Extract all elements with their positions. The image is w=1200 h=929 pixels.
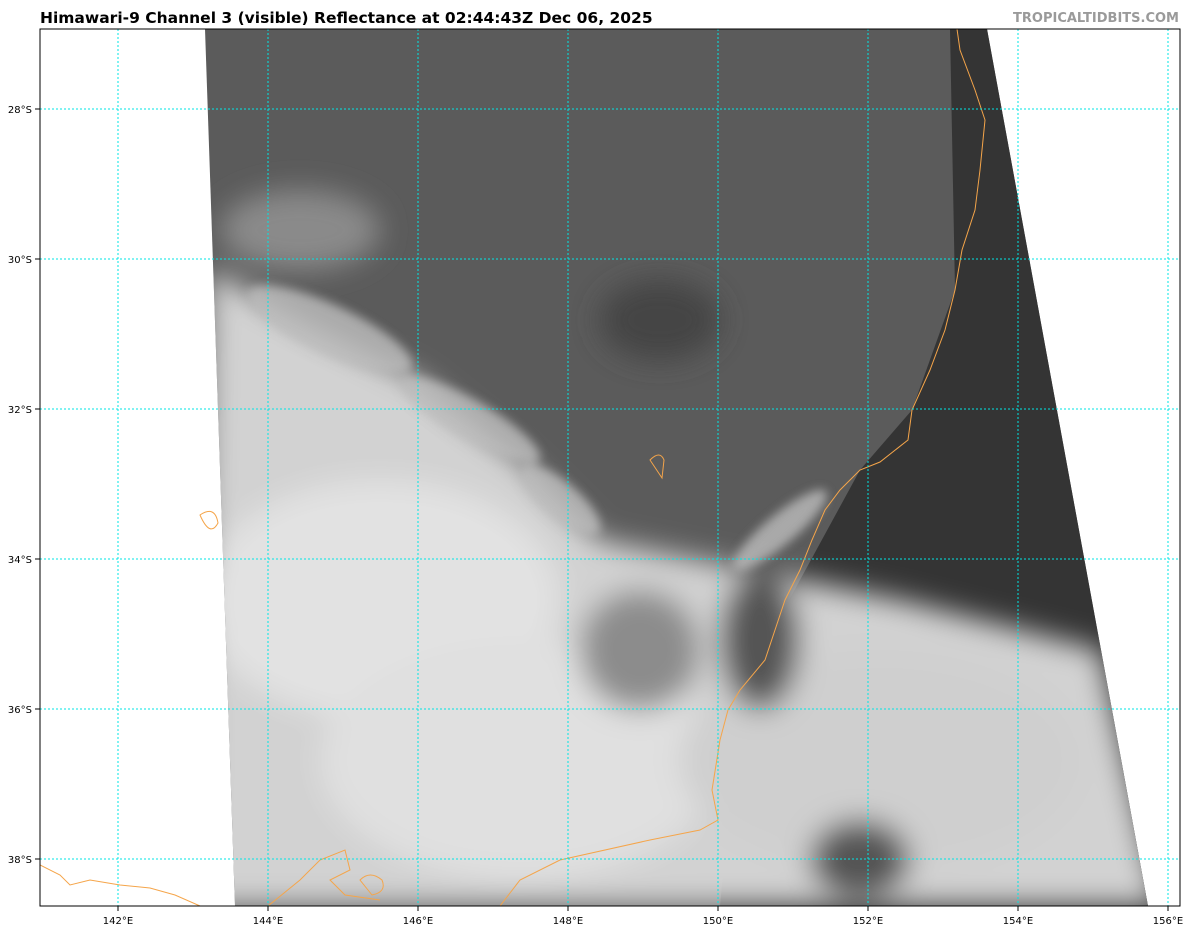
- y-tick-label: 38°S: [8, 855, 32, 866]
- y-tick-label: 30°S: [8, 255, 32, 266]
- x-tick-label: 144°E: [253, 916, 283, 927]
- x-tick-label: 150°E: [703, 916, 733, 927]
- x-tick-label: 148°E: [553, 916, 583, 927]
- coastline: [40, 29, 986, 906]
- x-tick-label: 154°E: [1003, 916, 1033, 927]
- watermark: TROPICALTIDBITS.COM: [1013, 11, 1179, 26]
- cloud-field: [205, 190, 1148, 906]
- y-tick-label: 28°S: [8, 105, 32, 116]
- y-tick-label: 34°S: [8, 555, 32, 566]
- y-tick-label: 36°S: [8, 705, 32, 716]
- x-tick-label: 152°E: [853, 916, 883, 927]
- chart-title: Himawari-9 Channel 3 (visible) Reflectan…: [40, 9, 653, 27]
- plot-frame: [39, 28, 1181, 907]
- x-tick-label: 156°E: [1153, 916, 1183, 927]
- graticule: [40, 29, 1180, 906]
- x-tick-label: 146°E: [403, 916, 433, 927]
- x-tick-label: 142°E: [103, 916, 133, 927]
- y-tick-label: 32°S: [8, 405, 32, 416]
